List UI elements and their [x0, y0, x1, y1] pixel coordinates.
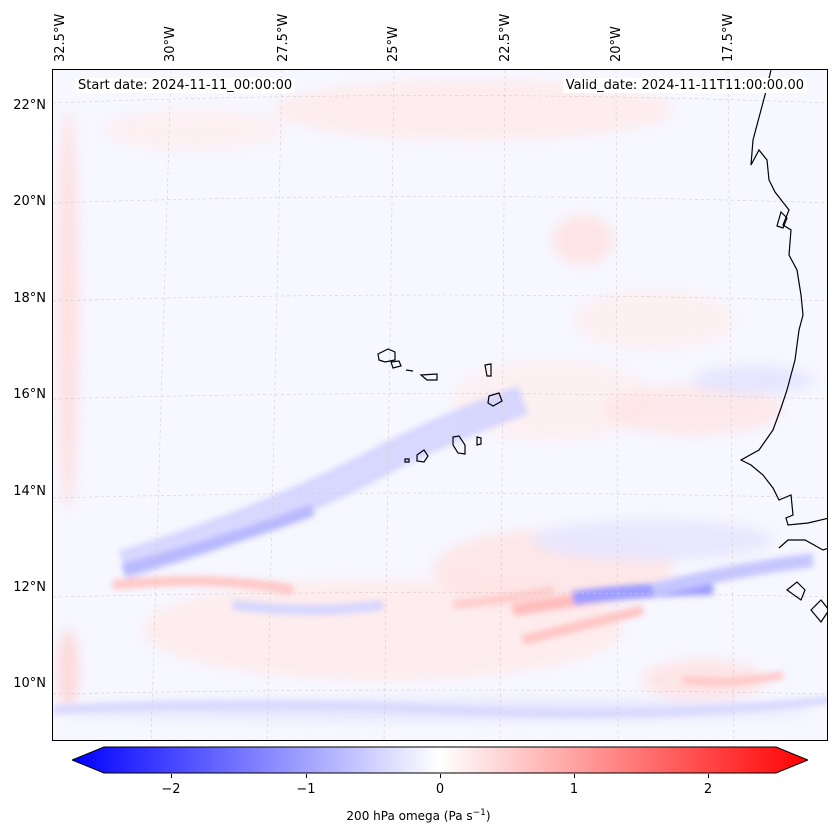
omega-field-map: [53, 70, 827, 740]
lat-label-22n: 22°N: [13, 98, 46, 113]
graticule: [53, 70, 827, 740]
brava-island: [404, 458, 410, 463]
sao-vicente-island: [390, 360, 402, 369]
coastline: [377, 70, 827, 624]
bijagos-island: [786, 581, 806, 601]
lat-label-20n: 20°N: [13, 194, 46, 209]
colorbar-tickmark: [306, 774, 307, 778]
colorbar-tickmark: [574, 774, 575, 778]
colorbar-label-close: ): [485, 809, 491, 823]
santo-antao-island: [377, 348, 396, 363]
colorbar-tick-0: 0: [435, 782, 445, 797]
guinea-bissau-coast: [778, 539, 827, 551]
colorbar: [72, 746, 808, 774]
field-bands: [53, 385, 827, 718]
sao-nicolau-island: [419, 373, 438, 381]
lon-label-20w: 20°W: [609, 26, 624, 62]
africa-coastline: [739, 70, 827, 526]
lon-label-32-5w: 32.5°W: [53, 13, 68, 62]
colorbar-label: 200 hPa omega (Pa s−1): [0, 808, 837, 823]
lon-label-22-5w: 22.5°W: [498, 13, 513, 62]
lon-label-27-5w: 27.5°W: [276, 13, 291, 62]
map-frame: [52, 69, 828, 741]
boa-vista-island: [487, 392, 503, 407]
colorbar-tickmark: [171, 774, 172, 778]
colorbar-tick-1: 1: [569, 782, 579, 797]
santa-luzia-island: [405, 369, 414, 372]
lon-label-25w: 25°W: [386, 26, 401, 62]
coastal-island: [776, 210, 788, 229]
colorbar-tickmark: [440, 774, 441, 778]
valid-date-label: Valid_date: 2024-11-11T11:00:00.00: [562, 78, 807, 93]
colorbar-tick-2: 2: [703, 782, 713, 797]
lat-label-16n: 16°N: [13, 387, 46, 402]
colorbar-label-exponent: −1: [472, 808, 486, 818]
sal-island: [484, 363, 492, 377]
fogo-island: [416, 449, 429, 463]
lon-label-17-5w: 17.5°W: [721, 13, 736, 62]
colorbar-tick-minus1: −1: [296, 782, 316, 797]
colorbar-label-text: 200 hPa omega (Pa s: [346, 809, 473, 823]
lon-label-30w: 30°W: [163, 26, 178, 62]
lat-label-10n: 10°N: [13, 676, 46, 691]
colorbar-tick-minus2: −2: [161, 782, 181, 797]
santiago-island: [452, 435, 466, 455]
lat-label-14n: 14°N: [13, 484, 46, 499]
start-date-label: Start date: 2024-11-11_00:00:00: [75, 78, 296, 93]
maio-island: [476, 436, 482, 446]
lat-label-12n: 12°N: [13, 580, 46, 595]
lat-label-18n: 18°N: [13, 291, 46, 306]
bijagos-island-2: [810, 599, 827, 624]
field-blobs: [53, 80, 813, 720]
colorbar-gradient: [72, 746, 808, 774]
colorbar-tickmark: [708, 774, 709, 778]
